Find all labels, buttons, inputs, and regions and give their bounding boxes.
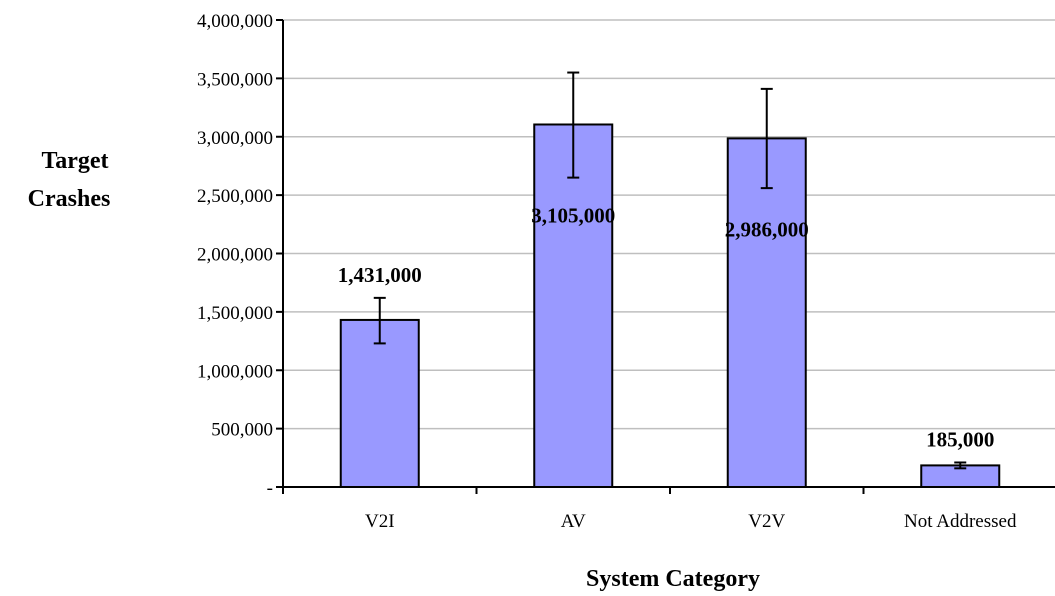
y-tick-label: 1,000,000 (197, 361, 273, 382)
x-tick-label: V2V (748, 511, 785, 532)
y-axis-title-line-2: Crashes (28, 186, 111, 212)
y-tick-label: 3,000,000 (197, 128, 273, 149)
bar (533, 123, 614, 489)
data-label: 1,431,000 (338, 263, 422, 287)
x-tick-label: AV (561, 511, 586, 532)
data-label: 185,000 (926, 427, 994, 451)
data-label: 3,105,000 (531, 203, 615, 227)
y-tick-label: 2,000,000 (197, 245, 273, 266)
data-label: 2,986,000 (725, 217, 809, 241)
y-tick-label: 500,000 (211, 420, 273, 441)
x-axis-title: System Category (586, 566, 760, 592)
x-tick-label: V2I (365, 511, 395, 532)
y-tick-labels: - 500,000 1,000,000 1,500,000 2,000,000 2,500… (197, 11, 273, 499)
y-tick-label: 4,000,000 (197, 11, 273, 32)
bars (339, 123, 1001, 489)
x-tick-label: Not Addressed (904, 511, 1017, 532)
y-tick-label: 2,500,000 (197, 186, 273, 207)
bar (339, 318, 420, 488)
error-bars (373, 71, 967, 470)
y-tick-label: - (267, 478, 273, 499)
x-tick-labels: V2I AV V2V Not Addressed (365, 511, 1017, 532)
y-tick-label: 1,500,000 (197, 303, 273, 324)
y-tick-label: 3,500,000 (197, 69, 273, 90)
y-axis-title-line-1: Target (41, 148, 108, 174)
axes (276, 19, 1055, 494)
data-labels: 1,431,000 3,105,000 2,986,000 185,000 (338, 203, 995, 451)
bar (726, 137, 807, 489)
